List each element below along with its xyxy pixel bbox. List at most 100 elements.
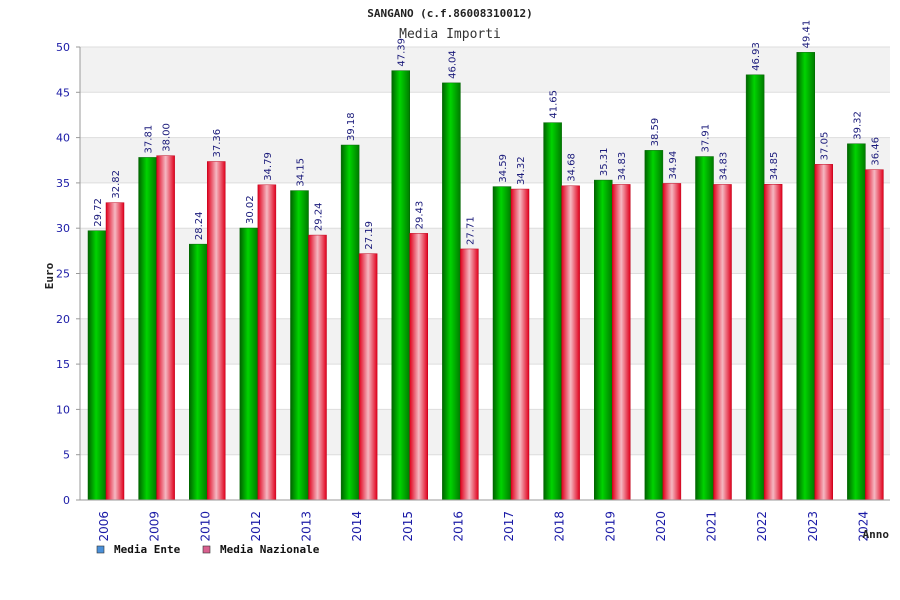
data-label: 30.02 [245, 195, 256, 224]
data-labels: 29.72 32.82 37.81 38.00 28.24 37.36 30.02 34.79… [93, 20, 881, 250]
data-label: 46.93 [751, 42, 762, 71]
data-label: 49.41 [802, 20, 813, 49]
bar-media-ente [189, 243, 208, 501]
legend-label-nazionale: Media Nazionale [220, 543, 320, 556]
data-label: 34.83 [617, 152, 628, 181]
data-label: 27.71 [465, 216, 476, 245]
data-label: 34.15 [296, 158, 307, 187]
data-label: 29.43 [415, 201, 426, 230]
bar-media-ente [492, 186, 512, 501]
x-axis-label: Anno [863, 528, 890, 541]
x-tick-label: 2020 [654, 511, 668, 542]
y-tick-label: 50 [56, 41, 70, 54]
data-label: 37.36 [212, 129, 223, 158]
chart-title: SANGANO (c.f.86008310012) [367, 7, 533, 20]
bar-media-nazionale [865, 169, 884, 501]
y-tick-label: 15 [56, 358, 70, 371]
data-label: 34.59 [498, 154, 509, 183]
legend-label-ente: Media Ente [114, 543, 181, 556]
data-label: 34.32 [516, 156, 527, 185]
data-label: 38.00 [162, 123, 173, 152]
data-label: 36.46 [870, 137, 881, 166]
data-label: 46.04 [447, 50, 458, 79]
data-label: 37.91 [701, 124, 712, 153]
x-tick-label: 2012 [249, 511, 263, 542]
bar-media-nazionale [763, 184, 783, 501]
bar-media-nazionale [662, 183, 682, 501]
bar-media-ente [543, 122, 562, 501]
y-tick-label: 20 [56, 313, 70, 326]
data-label: 47.39 [397, 38, 408, 67]
x-axis-ticks: 2006 2009 2010 2012 2013 2014 2015 2016 2017 2018… [97, 511, 870, 542]
bar-media-nazionale [105, 202, 125, 501]
x-tick-label: 2006 [97, 511, 111, 542]
x-tick-label: 2024 [856, 511, 870, 542]
x-tick-label: 2021 [705, 511, 719, 542]
x-tick-label: 2015 [401, 511, 415, 542]
y-tick-label: 40 [56, 132, 70, 145]
data-label: 39.32 [852, 111, 863, 140]
x-tick-label: 2016 [451, 511, 465, 542]
bar-media-nazionale [561, 185, 580, 501]
y-tick-label: 45 [56, 86, 70, 99]
x-tick-label: 2018 [553, 511, 567, 542]
data-label: 34.83 [719, 152, 730, 181]
bar-media-ente [644, 150, 664, 501]
bar-media-ente [87, 230, 107, 501]
data-label: 32.82 [111, 170, 122, 199]
y-tick-label: 30 [56, 222, 70, 235]
data-label: 37.81 [144, 125, 155, 154]
y-axis-ticks: 0 5 10 15 20 25 30 35 40 45 50 [56, 41, 80, 507]
data-label: 34.79 [263, 152, 274, 181]
data-label: 34.85 [769, 152, 780, 181]
bar-media-ente [391, 70, 410, 501]
bar-media-ente [594, 179, 613, 501]
x-tick-label: 2019 [603, 511, 617, 542]
x-tick-label: 2023 [806, 511, 820, 542]
legend-swatch-ente [96, 545, 105, 554]
bar-media-nazionale [257, 184, 277, 501]
x-tick-label: 2017 [502, 511, 516, 542]
data-label: 34.94 [668, 151, 679, 180]
bar-media-ente [239, 227, 259, 501]
bar-media-nazionale [814, 164, 833, 501]
y-tick-label: 10 [56, 403, 70, 416]
data-label: 39.18 [346, 112, 357, 141]
data-label: 38.59 [650, 118, 661, 147]
legend: Media Ente Media Nazionale [96, 543, 320, 556]
data-label: 35.31 [599, 147, 610, 176]
x-tick-label: 2013 [300, 511, 314, 542]
chart-subtitle: Media Importi [399, 27, 501, 42]
bar-media-nazionale [510, 188, 530, 501]
data-label: 34.68 [567, 153, 578, 182]
bar-media-ente [796, 52, 815, 501]
bar-media-nazionale [713, 184, 732, 501]
x-tick-label: 2009 [148, 511, 162, 542]
x-tick-label: 2022 [755, 511, 769, 542]
bar-media-nazionale [358, 253, 378, 501]
bar-media-ente [745, 74, 765, 501]
bar-media-ente [138, 157, 157, 501]
data-label: 29.24 [314, 202, 325, 231]
bar-media-nazionale [308, 234, 327, 501]
data-label: 29.72 [93, 198, 104, 227]
x-tick-label: 2010 [198, 511, 212, 542]
data-label: 27.19 [364, 221, 375, 250]
y-tick-label: 25 [56, 268, 70, 281]
bar-media-ente [442, 82, 461, 501]
bar-media-nazionale [409, 233, 428, 501]
plot-band [80, 47, 890, 93]
bar-media-nazionale [207, 161, 226, 501]
y-axis-label: Euro [43, 262, 56, 289]
bar-media-ente [290, 190, 309, 501]
plot-band [80, 92, 890, 138]
data-label: 41.65 [549, 90, 560, 119]
y-tick-label: 35 [56, 177, 70, 190]
bar-media-ente [695, 156, 714, 501]
y-tick-label: 5 [63, 449, 70, 462]
bar-media-ente [847, 143, 866, 501]
bar-media-ente [340, 144, 360, 501]
legend-swatch-nazionale [202, 545, 211, 554]
bar-media-nazionale [612, 184, 631, 501]
